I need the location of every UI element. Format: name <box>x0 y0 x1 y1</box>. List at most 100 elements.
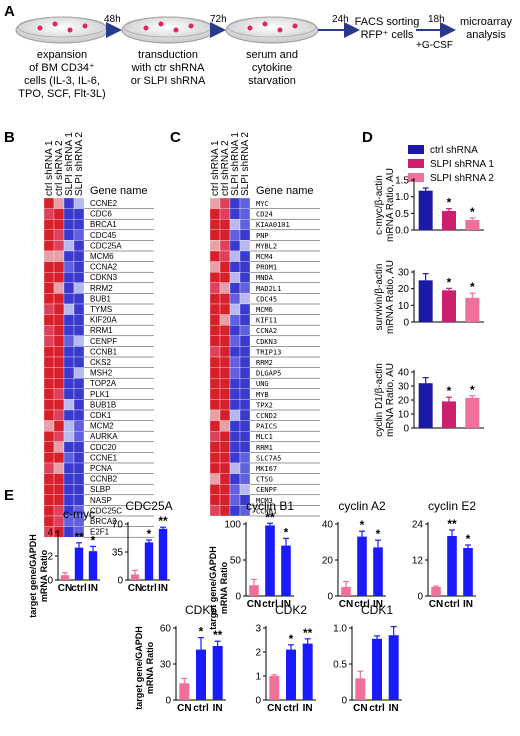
bar <box>249 585 259 596</box>
heatmap-cell <box>53 346 65 358</box>
heatmap-cell <box>239 335 251 347</box>
y-tick-label: 1.0 <box>333 624 347 635</box>
gene-label: CDKN3 <box>256 338 277 346</box>
legend-swatch <box>408 145 424 154</box>
gene-label: PLK1 <box>90 390 110 399</box>
heatmap-cell <box>219 261 231 273</box>
gene-label: CDKN3 <box>90 273 118 282</box>
y-tick-label: 10 <box>398 410 410 421</box>
heatmap-cell <box>219 441 231 453</box>
gene-label: CDC45 <box>90 231 117 240</box>
gene-label: RRM2 <box>90 284 113 293</box>
heatmap-cell <box>43 356 55 368</box>
heatmap-cell <box>209 240 221 252</box>
gene-label: RRM1 <box>256 444 273 452</box>
y-axis-label-line: mRNA Ratio, AU <box>385 363 396 437</box>
bar <box>388 635 399 700</box>
category-label: ctrl <box>71 583 87 594</box>
heatmap-cell <box>229 282 241 294</box>
chart-title: CDK6 <box>185 603 217 617</box>
category-label: IN <box>303 703 313 714</box>
category-label: CN <box>339 599 353 610</box>
gene-label: SLBP <box>90 485 110 494</box>
heatmap-column-label: SLPI shRNA 2 <box>74 132 85 196</box>
y-tick-label: 0 <box>235 592 241 603</box>
heatmap-cell <box>43 335 55 347</box>
gene-label: CKS2 <box>90 358 111 367</box>
heatmap-column-label: ctrl shRNA 1 <box>44 140 55 196</box>
gene-label: KIF11 <box>256 317 277 325</box>
heatmap-cell <box>73 261 85 273</box>
y-axis-label-line: mRNA Ratio <box>219 561 229 614</box>
heatmap-cell <box>63 335 75 347</box>
heatmap-cell <box>209 378 221 389</box>
heatmap-cell <box>63 219 75 230</box>
heatmap-cell <box>239 431 251 442</box>
bar <box>179 683 190 700</box>
y-axis-label-line: mRNA Ratio, AU <box>385 260 396 334</box>
heatmap-cell <box>229 505 241 517</box>
heatmap-cell <box>219 335 231 347</box>
bar <box>442 401 456 428</box>
category-label: CN <box>58 583 72 594</box>
gene-label: CDC20 <box>90 443 117 452</box>
heatmap-cell <box>43 378 55 389</box>
workflow-step-text: of BM CD34⁺ <box>29 62 95 74</box>
heatmap-cell <box>239 462 251 474</box>
heatmap-cell <box>63 250 75 262</box>
workflow-step-text: expansion <box>37 49 87 61</box>
bar-chart: 0 10 20 30 * * survivin/β-actin mRNA Ratio, AU <box>374 260 484 334</box>
heatmap-cell <box>73 356 85 368</box>
y-tick-label: 70 <box>112 520 124 531</box>
heatmap-cell <box>53 219 65 230</box>
heatmap-cell <box>73 420 85 432</box>
heatmap-cell <box>73 484 85 495</box>
bar <box>463 548 473 596</box>
y-axis-label-line: mRNA Ratio <box>39 549 49 602</box>
heatmap-cell <box>209 229 221 241</box>
bar <box>265 525 275 596</box>
panel-label-e: E <box>4 487 14 504</box>
heatmap-cell <box>73 441 85 453</box>
gene-label: BUB1 <box>90 294 111 303</box>
significance-marker: * <box>447 196 452 210</box>
heatmap-cell <box>239 409 251 421</box>
heatmap-cell <box>229 325 241 336</box>
heatmap-cell <box>53 420 65 432</box>
significance-marker: * <box>470 280 475 294</box>
legend-swatch <box>408 173 424 182</box>
heatmap-cell <box>209 494 221 506</box>
heatmap-cell <box>43 219 55 230</box>
y-axis-label-line: cyclin D1/β-actin <box>374 363 385 437</box>
heatmap-cell <box>73 219 85 230</box>
heatmap-cell <box>73 431 85 442</box>
y-tick-label: 0.0 <box>395 226 409 237</box>
heatmap-cell <box>209 250 221 262</box>
heatmap-cell <box>63 197 75 209</box>
heatmap-cell <box>229 197 241 209</box>
heatmap-b: ctrl shRNA 1 ctrl shRNA 2 SLPI shRNA 1 SLPI… <box>43 132 154 538</box>
heatmap-cell <box>53 303 65 315</box>
heatmap-cell <box>239 240 251 252</box>
heatmap-cell <box>63 462 75 474</box>
heatmap-cell <box>239 282 251 294</box>
category-label: CN <box>247 599 261 610</box>
legend-label: SLPI shRNA 2 <box>430 173 494 184</box>
heatmap-cell <box>43 367 55 379</box>
gene-label: SLC7A5 <box>256 454 281 462</box>
heatmap-cell <box>209 431 221 442</box>
heatmap-cell <box>239 420 251 432</box>
y-axis-label: cyclin D1/β-actin mRNA Ratio, AU <box>374 363 396 437</box>
heatmap-cell <box>43 250 55 262</box>
heatmap-cell <box>219 473 231 485</box>
significance-marker: * <box>376 527 381 541</box>
heatmap-cell <box>229 367 241 379</box>
heatmap-cell <box>53 388 65 400</box>
y-tick-label: 0 <box>117 576 123 587</box>
significance-marker: ** <box>74 530 84 544</box>
heatmap-cell <box>63 272 75 283</box>
y-tick-label: 0 <box>403 424 409 435</box>
heatmap-cell <box>43 346 55 358</box>
